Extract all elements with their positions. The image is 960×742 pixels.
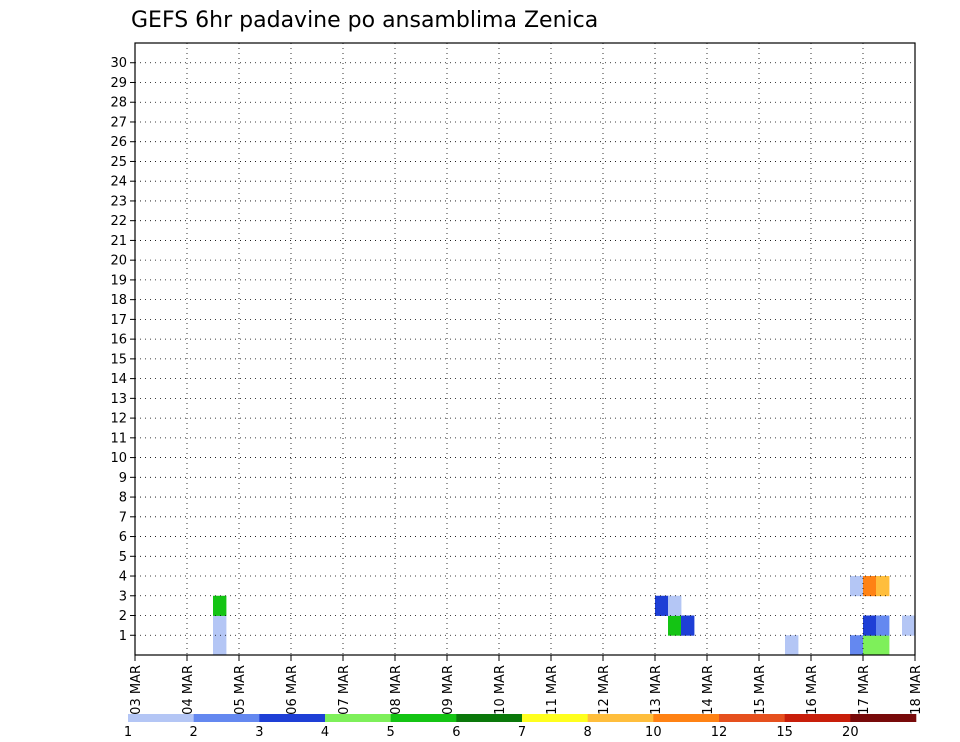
colorbar-swatch — [850, 714, 917, 722]
y-tick-label: 28 — [110, 96, 127, 111]
colorbar-swatch — [193, 714, 260, 722]
x-tick-label: 13 MAR — [649, 665, 664, 715]
x-tick-label: 15 MAR — [753, 665, 768, 715]
heatmap-cell — [213, 595, 227, 616]
colorbar-swatch — [325, 714, 391, 722]
heatmap-cell — [876, 576, 890, 597]
x-axis-ticks: 03 MAR 04 MAR 05 MAR 06 MAR 07 MAR 08 MAR 09 M… — [129, 655, 924, 715]
colorbar-label: 1 — [124, 725, 132, 740]
colorbar-swatch — [390, 714, 457, 722]
colorbar-label: 7 — [518, 725, 526, 740]
x-tick-label: 05 MAR — [233, 665, 248, 715]
y-tick-label: 22 — [110, 214, 127, 229]
y-tick-label: 9 — [119, 471, 127, 486]
x-tick-label: 16 MAR — [805, 665, 820, 715]
colorbar-label: 2 — [190, 725, 198, 740]
x-tick-label: 07 MAR — [337, 665, 352, 715]
y-tick-label: 16 — [110, 333, 127, 348]
y-tick-label: 19 — [110, 273, 127, 288]
colorbar-swatch — [522, 714, 588, 722]
colorbar: 1 2 3 4 5 6 7 8 10 12 15 20 — [124, 714, 917, 740]
y-tick-label: 6 — [119, 530, 127, 545]
heatmap-cell — [876, 615, 890, 636]
colorbar-label: 20 — [842, 725, 859, 740]
x-tick-label: 08 MAR — [389, 665, 404, 715]
colorbar-label: 12 — [711, 725, 728, 740]
colorbar-swatch — [719, 714, 785, 722]
grid-lines — [135, 43, 915, 655]
heatmap-cell — [655, 595, 669, 616]
colorbar-swatch — [784, 714, 851, 722]
x-tick-label: 09 MAR — [441, 665, 456, 715]
heatmap-cell — [863, 615, 877, 636]
heatmap-cell — [213, 635, 227, 656]
heatmap-cell — [863, 576, 877, 597]
heatmap-cells — [213, 576, 916, 656]
y-tick-label: 15 — [110, 352, 127, 367]
colorbar-swatch — [587, 714, 654, 722]
y-tick-label: 1 — [119, 629, 127, 644]
chart-title: GEFS 6hr padavine po ansamblima Zenica — [131, 8, 598, 33]
y-tick-label: 30 — [110, 56, 127, 71]
x-tick-label: 12 MAR — [597, 665, 612, 715]
y-tick-label: 4 — [119, 570, 127, 585]
x-tick-label: 06 MAR — [285, 665, 300, 715]
y-tick-label: 13 — [110, 392, 127, 407]
x-tick-label: 03 MAR — [129, 665, 144, 715]
y-tick-label: 20 — [110, 254, 127, 269]
colorbar-swatch — [456, 714, 523, 722]
heatmap-cell — [213, 615, 227, 636]
colorbar-swatch — [653, 714, 720, 722]
heatmap-cell — [785, 635, 799, 656]
heatmap-cell — [668, 595, 682, 616]
y-tick-label: 10 — [110, 451, 127, 466]
y-tick-label: 18 — [110, 293, 127, 308]
y-tick-label: 24 — [110, 175, 127, 190]
colorbar-label: 6 — [452, 725, 460, 740]
x-tick-label: 10 MAR — [493, 665, 508, 715]
y-tick-label: 11 — [110, 431, 127, 446]
y-tick-label: 29 — [110, 76, 127, 91]
colorbar-swatch — [128, 714, 194, 722]
y-axis-ticks: 1234567891011121314151617181920212223242… — [110, 56, 135, 644]
y-tick-label: 5 — [119, 550, 127, 565]
y-tick-label: 23 — [110, 194, 127, 209]
y-tick-label: 12 — [110, 412, 127, 427]
heatmap-cell — [863, 635, 877, 656]
x-tick-label: 18 MAR — [909, 665, 924, 715]
heatmap-cell — [668, 615, 682, 636]
colorbar-swatch — [259, 714, 326, 722]
heatmap-cell — [876, 635, 890, 656]
y-tick-label: 27 — [110, 115, 127, 130]
y-tick-label: 14 — [110, 372, 127, 387]
heatmap-cell — [902, 615, 916, 636]
colorbar-label: 10 — [645, 725, 662, 740]
heatmap-cell — [850, 576, 864, 597]
colorbar-label: 3 — [255, 725, 263, 740]
y-tick-label: 25 — [110, 155, 127, 170]
y-tick-label: 26 — [110, 135, 127, 150]
colorbar-label: 8 — [584, 725, 592, 740]
x-tick-label: 11 MAR — [545, 665, 560, 715]
y-tick-label: 21 — [110, 234, 127, 249]
x-tick-label: 04 MAR — [181, 665, 196, 715]
x-tick-label: 17 MAR — [857, 665, 872, 715]
y-tick-label: 3 — [119, 589, 127, 604]
y-tick-label: 7 — [119, 510, 127, 525]
y-tick-label: 8 — [119, 491, 127, 506]
y-tick-label: 2 — [119, 609, 127, 624]
y-tick-label: 17 — [110, 313, 127, 328]
colorbar-label: 4 — [321, 725, 329, 740]
heatmap-cell — [850, 635, 864, 656]
x-tick-label: 14 MAR — [701, 665, 716, 715]
heatmap-cell — [681, 615, 695, 636]
colorbar-label: 5 — [387, 725, 395, 740]
colorbar-label: 15 — [776, 725, 793, 740]
plot-frame — [134, 42, 916, 656]
